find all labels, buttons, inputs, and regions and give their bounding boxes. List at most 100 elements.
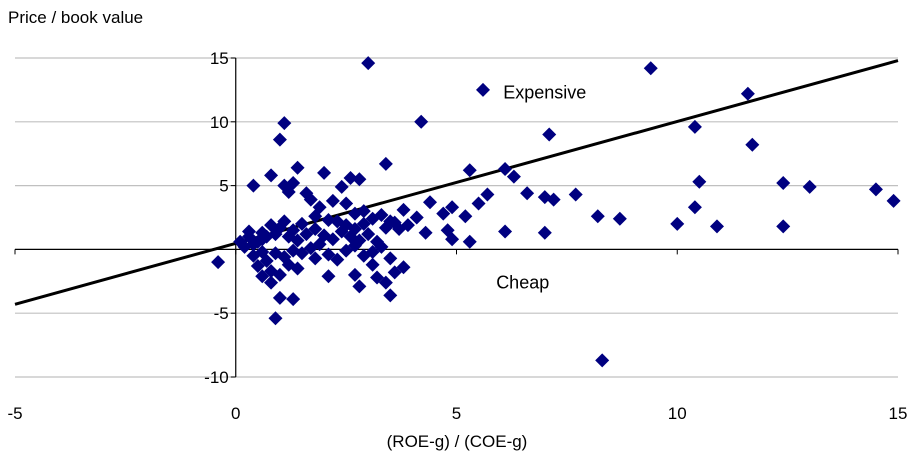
data-point (506, 169, 521, 184)
data-point (374, 207, 389, 222)
data-point (290, 261, 305, 276)
annotation-cheap: Cheap (496, 273, 549, 293)
data-point (670, 216, 685, 231)
data-point (308, 251, 323, 266)
data-point (241, 224, 256, 239)
data-point (268, 246, 283, 261)
data-point (537, 225, 552, 240)
x-tick-label: 0 (231, 404, 240, 423)
data-point (776, 219, 791, 234)
y-tick-label: -10 (204, 368, 229, 387)
data-point (277, 116, 292, 131)
data-point (272, 267, 287, 282)
data-point (414, 114, 429, 129)
data-point (378, 275, 393, 290)
data-point (418, 225, 433, 240)
data-point (246, 248, 261, 263)
data-point (687, 119, 702, 134)
data-point (356, 216, 371, 231)
x-axis-title: (ROE-g) / (COE-g) (386, 432, 528, 451)
trendline (14, 59, 899, 306)
data-point (286, 292, 301, 307)
data-point (272, 132, 287, 147)
data-point (330, 252, 345, 267)
data-point (440, 223, 455, 238)
data-point (480, 187, 495, 202)
data-point (374, 239, 389, 254)
data-point (520, 186, 535, 201)
data-point (445, 200, 460, 215)
data-point (290, 233, 305, 248)
data-point (233, 234, 248, 249)
data-point (471, 196, 486, 211)
data-point (745, 137, 760, 152)
data-point (436, 206, 451, 221)
data-point (709, 219, 724, 234)
data-point (568, 187, 583, 202)
data-point (612, 211, 627, 226)
data-point (264, 168, 279, 183)
data-point (409, 210, 424, 225)
data-point (692, 174, 707, 189)
y-tick-label: 5 (219, 177, 228, 196)
data-point (290, 160, 305, 175)
annotation-expensive: Expensive (503, 82, 586, 102)
data-point (776, 176, 791, 191)
data-point (339, 196, 354, 211)
data-point (308, 221, 323, 236)
x-tick-label: 15 (889, 404, 908, 423)
data-point (802, 179, 817, 194)
data-point (264, 275, 279, 290)
data-point (361, 227, 376, 242)
data-points (211, 56, 901, 368)
data-point (378, 156, 393, 171)
data-point (396, 202, 411, 217)
data-point (590, 209, 605, 224)
y-tick-label: 10 (210, 113, 229, 132)
data-point (211, 255, 226, 270)
x-tick-label: 5 (452, 404, 461, 423)
data-point (317, 165, 332, 180)
data-point (272, 290, 287, 305)
data-point (321, 213, 336, 228)
data-point (546, 192, 561, 207)
axes (14, 57, 899, 378)
data-point (325, 232, 340, 247)
data-point (383, 251, 398, 266)
data-point (343, 170, 358, 185)
data-point (396, 260, 411, 275)
data-point (365, 257, 380, 272)
data-point (740, 86, 755, 101)
data-point (334, 179, 349, 194)
data-point (400, 218, 415, 233)
data-point (462, 163, 477, 178)
data-point (352, 172, 367, 187)
data-point (383, 288, 398, 303)
data-point (255, 225, 270, 240)
data-point (498, 224, 513, 239)
data-point (595, 353, 610, 368)
data-point (542, 127, 557, 142)
annotations: Expensive Cheap (496, 82, 586, 292)
data-point (264, 218, 279, 233)
data-point (308, 209, 323, 224)
data-point (321, 269, 336, 284)
x-tick-label: -5 (7, 404, 22, 423)
x-tick-label: 10 (668, 404, 687, 423)
data-point (246, 178, 261, 193)
data-point (498, 162, 513, 177)
data-point (423, 195, 438, 210)
data-point (868, 182, 883, 197)
data-point (458, 209, 473, 224)
tick-labels: -5 0 5 10 15 -10 -5 5 10 15 (7, 49, 907, 423)
data-point (347, 238, 362, 253)
data-point (268, 311, 283, 326)
y-axis-title: Price / book value (8, 8, 144, 27)
data-point (886, 193, 901, 208)
data-point (255, 269, 270, 284)
gridlines (15, 57, 898, 378)
data-point (294, 216, 309, 231)
data-point (347, 267, 362, 282)
data-point (255, 244, 270, 259)
